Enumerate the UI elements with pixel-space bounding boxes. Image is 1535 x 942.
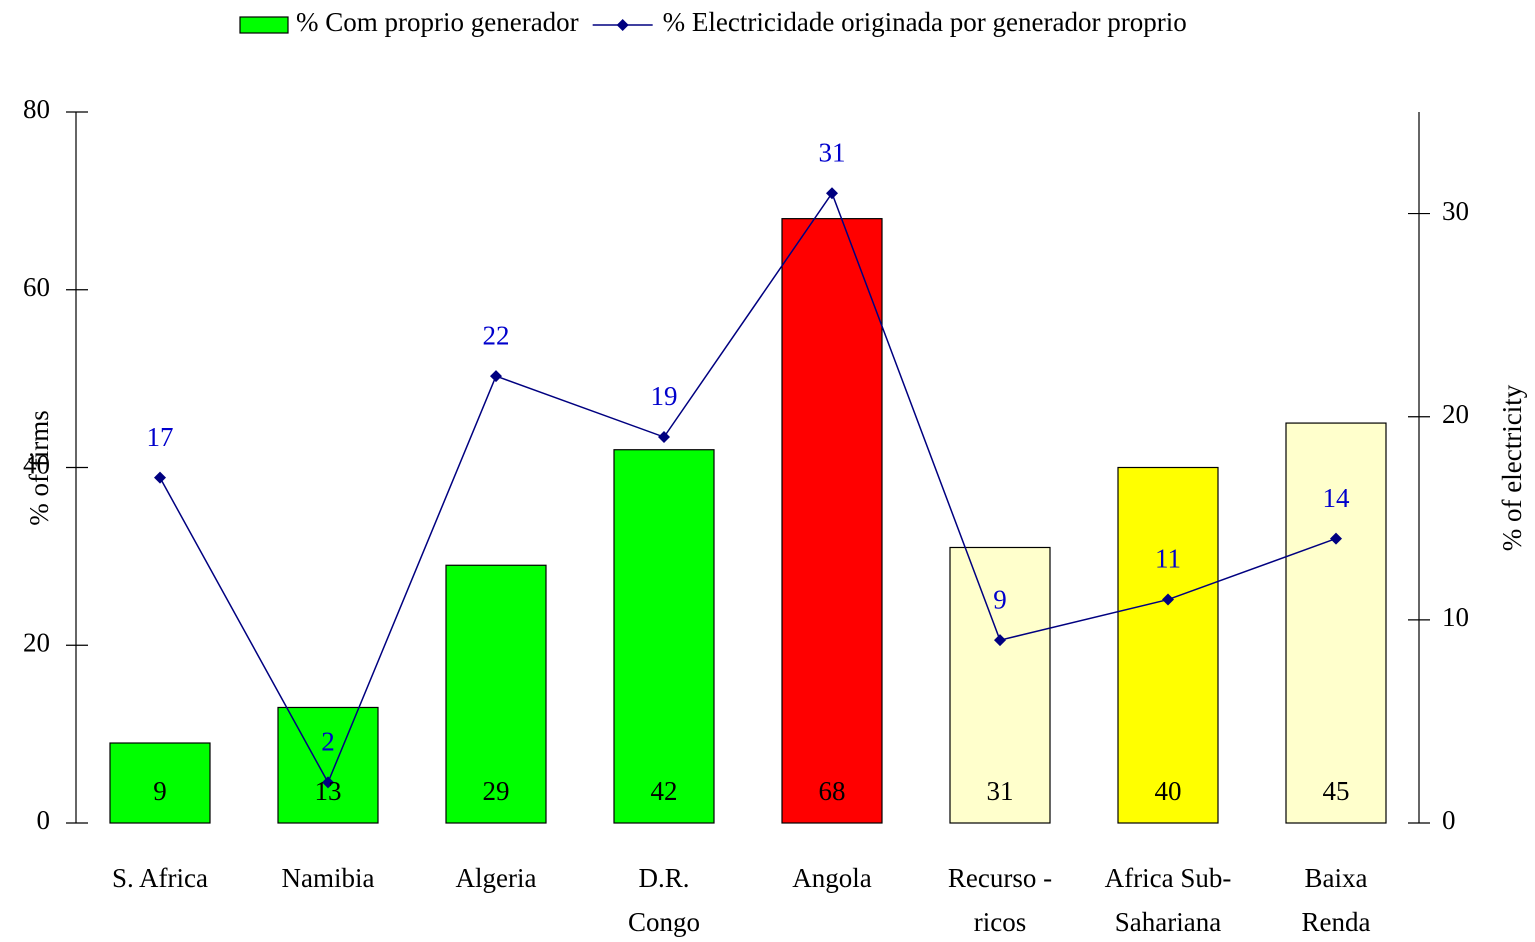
line-value-label: 9 (993, 584, 1007, 614)
legend-label: % Com proprio generador (296, 7, 579, 37)
legend-label: % Electricidade originada por generador … (663, 7, 1187, 37)
line-value-label: 17 (147, 422, 174, 452)
marker (1330, 532, 1342, 545)
marker (826, 187, 838, 200)
line-value-label: 19 (651, 381, 678, 411)
y2-axis-label: % of electricity (1497, 384, 1527, 551)
x-tick-label: Angola (792, 863, 872, 893)
y-tick-label: 40 (23, 450, 50, 480)
bar-value-label: 31 (987, 776, 1014, 806)
x-tick-label: S. Africa (112, 863, 208, 893)
bar-value-label: 9 (153, 776, 167, 806)
marker (1162, 593, 1174, 606)
legend-swatch (239, 16, 289, 34)
x-tick-label: Recurso - (948, 863, 1052, 893)
marker (658, 431, 670, 444)
bar (949, 546, 1051, 824)
x-tick-label: Congo (628, 907, 700, 937)
bar-value-label: 42 (651, 776, 678, 806)
line (159, 191, 1337, 785)
line-value-label: 31 (819, 137, 846, 167)
y-tick-label: 0 (37, 805, 51, 835)
bar-value-label: 68 (819, 776, 846, 806)
bar (1117, 466, 1219, 824)
y2-tick-label: 10 (1442, 602, 1469, 632)
line-value-label: 22 (483, 320, 510, 350)
x-tick-label: Africa Sub- (1105, 863, 1232, 893)
bar (277, 706, 379, 824)
line-value-label: 11 (1155, 544, 1181, 574)
marker (994, 634, 1006, 647)
line-value-label: 2 (321, 727, 335, 757)
x-tick-label: Algeria (456, 863, 537, 893)
y2-tick-label: 0 (1442, 805, 1456, 835)
bar (1285, 422, 1387, 824)
bar (445, 564, 547, 824)
x-tick-label: D.R. (638, 863, 689, 893)
marker (490, 370, 502, 383)
x-tick-label: Sahariana (1115, 907, 1221, 937)
bar-value-label: 29 (483, 776, 510, 806)
y-tick-label: 80 (23, 94, 50, 124)
x-tick-label: ricos (974, 907, 1026, 937)
x-tick-label: Namibia (282, 863, 375, 893)
x-tick-label: Baixa (1305, 863, 1368, 893)
x-tick-label: Renda (1302, 907, 1371, 937)
y-tick-label: 60 (23, 272, 50, 302)
legend-marker (616, 19, 629, 31)
y2-tick-label: 30 (1442, 196, 1469, 226)
marker (322, 776, 334, 789)
y-axis-label: % of firms (24, 410, 54, 525)
bar (781, 218, 883, 824)
bar (613, 449, 715, 824)
line-value-label: 14 (1323, 483, 1351, 513)
marker (154, 471, 166, 484)
bar-value-label: 40 (1155, 776, 1182, 806)
bar-value-label: 45 (1323, 776, 1350, 806)
y-tick-label: 20 (23, 627, 50, 657)
bar (109, 742, 211, 824)
bar-value-label: 13 (315, 776, 342, 806)
y2-tick-label: 20 (1442, 399, 1469, 429)
